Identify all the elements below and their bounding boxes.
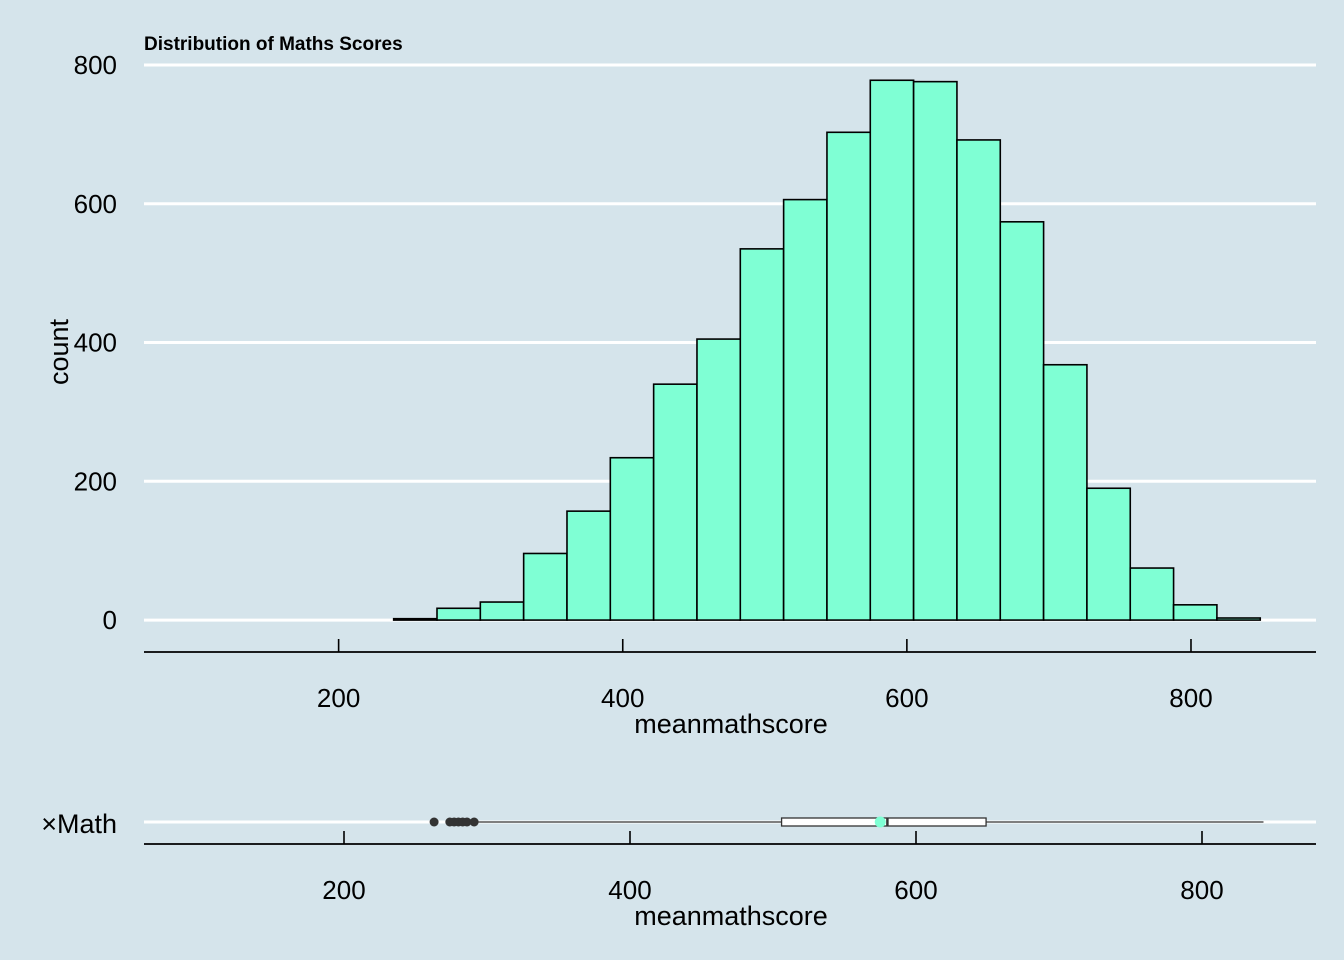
histogram-bar-15 [1042,363,1088,621]
x-tick-label-200: 200 [317,683,360,713]
boxplot-x-axis-label: meanmathscore [634,901,828,931]
x-tick-label-800: 800 [1169,683,1212,713]
y-tick-label-800: 800 [74,50,117,80]
boxplot-mean-point [874,816,886,828]
boxplot-x-ticks: 200 400 600 800 [322,831,1224,905]
histogram-bar-1 [436,607,482,621]
histogram-bar-17 [1129,567,1175,621]
x-tick-label-600: 600 [885,683,928,713]
boxplot-outlier-5 [462,817,472,827]
histogram-bar-6 [652,383,698,621]
x-tick-label-400: 400 [601,683,644,713]
y-tick-label-400: 400 [74,328,117,358]
histogram-bar-0 [392,617,438,621]
boxplot-x-tick-label-400: 400 [608,875,651,905]
histogram-x-ticks: 200 400 600 800 [317,639,1213,713]
histogram-y-tick-labels: 0 200 400 600 800 [74,50,117,635]
histogram-bar-5 [609,456,655,621]
boxplot-category-label: ×Math [41,809,117,839]
histogram-bar-18 [1172,604,1218,621]
histogram-bar-14 [999,221,1045,621]
histogram-bar-19 [1216,617,1262,621]
histogram-bar-8 [739,248,785,621]
histogram-bar-11 [869,79,915,621]
histogram-bar-7 [696,338,742,621]
boxplot-x-tick-label-200: 200 [322,875,365,905]
histogram-y-axis-label: count [44,318,74,385]
chart-title: Distribution of Maths Scores [144,34,403,55]
histogram-bar-13 [956,139,1002,621]
histogram-bars [392,79,1262,621]
boxplot-outlier-0 [429,817,439,827]
boxplot [429,816,1264,828]
histogram-bar-2 [479,601,525,621]
histogram-bar-12 [912,80,958,621]
boxplot-outlier-6 [469,817,479,827]
histogram-x-axis-label: meanmathscore [634,709,828,739]
histogram-bar-4 [566,510,612,621]
y-tick-label-600: 600 [74,189,117,219]
histogram-bar-3 [522,552,568,621]
y-tick-label-0: 0 [103,605,117,635]
histogram-bar-16 [1086,487,1132,621]
histogram-bar-9 [782,198,828,621]
boxplot-x-tick-label-600: 600 [894,875,937,905]
histogram-bar-10 [826,131,872,621]
y-tick-label-200: 200 [74,466,117,496]
boxplot-x-tick-label-800: 800 [1180,875,1223,905]
